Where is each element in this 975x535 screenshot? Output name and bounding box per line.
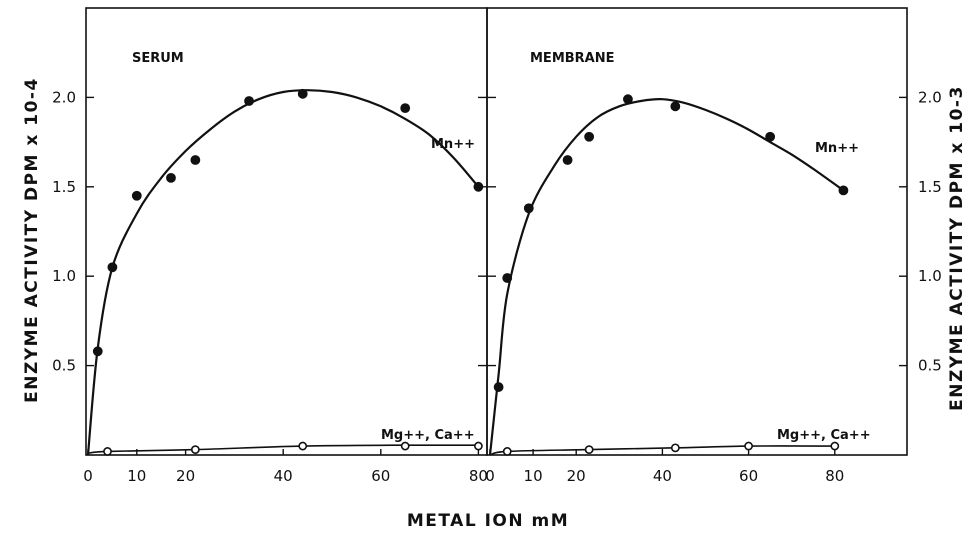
mn-data-point (131, 190, 142, 201)
membrane-mn-label: Mn++ (815, 141, 859, 156)
serum-panel-frame (85, 7, 488, 456)
mn-data-point (297, 88, 308, 99)
mn-data-point (190, 155, 201, 165)
chart-marks: 0 10 20 40 60 80 0.5 1.0 1.5 2.0 0 10 20 40 60 80 0.5 1.0… (52, 88, 942, 485)
y-tick-label: 2.0 (918, 88, 942, 106)
y-tick-label: 0.5 (918, 357, 942, 375)
serum-mn-label: Mn++ (431, 137, 475, 152)
x-tick-label: 20 (567, 467, 586, 485)
x-tick-label: 80 (825, 467, 844, 485)
x-tick-label: 10 (524, 467, 543, 485)
mn-data-point (92, 346, 103, 357)
mg-ca-data-point (190, 445, 200, 455)
mn-data-point (107, 262, 118, 273)
serum-mg-ca-label: Mg++, Ca++ (381, 428, 475, 443)
x-tick-label: 60 (739, 467, 758, 485)
mn-data-point (838, 185, 849, 196)
mn-data-point (670, 101, 681, 112)
x-tick-label: 40 (274, 467, 293, 485)
y-tick-label: 1.5 (52, 178, 76, 196)
mg-ca-data-point (473, 441, 483, 451)
x-tick-label: 0 (485, 467, 495, 485)
x-tick-label: 60 (371, 467, 390, 485)
x-tick-label: 40 (653, 467, 672, 485)
series-curve (86, 89, 480, 456)
mn-data-point (244, 96, 254, 106)
x-tick-label: 10 (127, 467, 146, 485)
mg-ca-data-point (103, 447, 112, 456)
mg-ca-data-point (744, 441, 753, 451)
x-axis-title: METAL ION mM (407, 511, 569, 531)
series-curve (488, 98, 845, 456)
mn-data-point (502, 273, 513, 283)
left-y-axis-title: ENZYME ACTIVITY DPM x 10-4 (22, 77, 42, 403)
mn-data-point (493, 382, 504, 392)
mn-data-point (765, 131, 776, 142)
y-tick-label: 2.0 (52, 88, 76, 106)
mg-ca-data-point (502, 447, 512, 456)
y-tick-label: 1.5 (918, 178, 942, 196)
x-tick-label: 80 (469, 467, 488, 485)
mn-data-point (523, 203, 534, 214)
y-tick-label: 0.5 (52, 357, 76, 375)
x-tick-label: 0 (83, 467, 93, 485)
right-y-axis-title: ENZYME ACTIVITY DPM x 10-3 (947, 85, 967, 411)
x-tick-label: 20 (176, 467, 195, 485)
y-tick-label: 1.0 (52, 267, 76, 285)
y-tick-label: 1.0 (918, 267, 942, 285)
mn-data-point (623, 94, 633, 105)
mg-ca-data-point (670, 443, 680, 453)
serum-panel-title: SERUM (132, 51, 184, 66)
mn-data-point (584, 131, 595, 142)
mg-ca-data-point (830, 441, 840, 451)
mn-data-point (166, 172, 176, 183)
mn-data-point (400, 103, 411, 114)
membrane-mg-ca-label: Mg++, Ca++ (777, 428, 871, 443)
membrane-panel-frame (486, 7, 908, 456)
mg-ca-data-point (400, 441, 410, 451)
mg-ca-data-point (584, 445, 594, 455)
membrane-panel-title: MEMBRANE (530, 51, 615, 66)
mn-data-point (473, 181, 484, 192)
mg-ca-data-point (298, 441, 308, 451)
mn-data-point (562, 155, 573, 165)
